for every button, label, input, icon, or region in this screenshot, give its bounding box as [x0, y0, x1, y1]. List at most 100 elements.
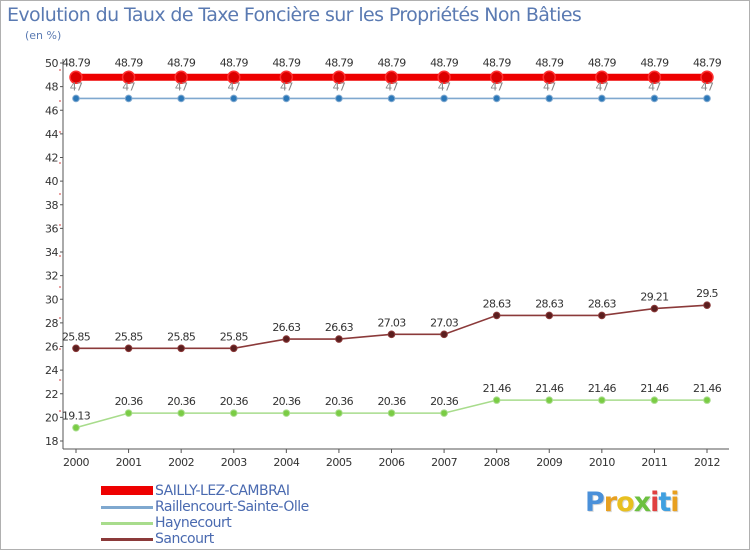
data-point	[229, 409, 238, 417]
data-label: 21.46	[693, 382, 722, 395]
x-tick-label: 2010	[589, 456, 615, 469]
data-label: 26.63	[325, 321, 354, 334]
legend-swatch-sancourt	[101, 538, 153, 541]
data-label: 29.21	[640, 291, 668, 304]
data-label: 25.85	[167, 330, 196, 343]
y-tick-label: 48	[45, 81, 58, 94]
data-point	[69, 70, 83, 85]
x-tick-label: 2000	[63, 456, 89, 469]
data-point	[227, 70, 241, 85]
x-tick-label: 2006	[379, 456, 405, 469]
data-point	[650, 304, 659, 313]
data-point	[279, 70, 294, 85]
data-point	[177, 409, 185, 417]
brand-logo: Proxiti	[585, 487, 680, 518]
data-label: 48.79	[378, 56, 407, 69]
data-point	[282, 335, 291, 343]
data-label: 47	[333, 80, 346, 93]
data-label: 48.79	[62, 56, 91, 69]
data-point	[440, 94, 448, 103]
data-label: 48.79	[693, 56, 722, 69]
y-tick-label: 34	[45, 246, 58, 259]
data-label: 47	[701, 80, 714, 93]
data-point	[229, 344, 238, 353]
y-tick-label: 38	[45, 199, 58, 212]
x-tick-label: 2003	[221, 456, 247, 469]
x-tick-label: 2001	[116, 456, 142, 469]
data-label: 28.63	[483, 297, 512, 310]
data-label: 47	[438, 80, 451, 93]
y-tick-label: 18	[45, 435, 58, 448]
data-point	[229, 94, 238, 103]
y-tick-label: 50	[45, 57, 58, 70]
data-label: 20.36	[167, 395, 196, 408]
data-point	[124, 409, 133, 417]
data-point	[72, 94, 80, 103]
y-tick-label: 30	[45, 293, 58, 306]
data-label: 48.79	[483, 56, 512, 69]
x-tick-label: 2011	[641, 456, 667, 469]
legend-swatch-raillencourt	[101, 506, 153, 509]
y-tick-label: 40	[45, 175, 58, 188]
data-label: 20.36	[378, 395, 407, 408]
data-label: 21.46	[535, 382, 564, 395]
brand-letter: x	[633, 487, 651, 518]
data-label: 47	[280, 80, 293, 93]
x-tick-label: 2005	[326, 456, 352, 469]
legend-swatch-sailly	[101, 486, 153, 495]
data-point	[387, 409, 396, 417]
data-label: 20.36	[430, 395, 459, 408]
legend-swatch-haynecourt	[101, 522, 153, 525]
x-tick-label: 2004	[273, 456, 299, 469]
data-label: 48.79	[535, 56, 564, 69]
data-point	[174, 70, 188, 85]
data-label: 25.85	[115, 330, 144, 343]
data-label: 48.79	[325, 56, 354, 69]
data-label: 47	[543, 80, 556, 93]
data-label: 25.85	[220, 330, 249, 343]
legend-label-haynecourt: Haynecourt	[155, 515, 232, 531]
data-label: 47	[122, 80, 135, 93]
y-tick-label: 26	[45, 341, 58, 354]
data-point	[440, 409, 448, 417]
data-point	[332, 70, 346, 85]
data-point	[700, 70, 714, 85]
data-point	[703, 396, 711, 404]
brand-letter: t	[658, 487, 671, 518]
data-label: 19.13	[62, 410, 91, 423]
data-label: 48.79	[588, 56, 617, 69]
data-label: 48.79	[272, 56, 301, 69]
data-label: 20.36	[272, 395, 301, 408]
x-tick-label: 2008	[484, 456, 510, 469]
x-tick-label: 2002	[168, 456, 194, 469]
chart-subtitle: (en %)	[25, 29, 62, 42]
data-point	[492, 94, 501, 103]
legend-label-raillencourt: Raillencourt-Sainte-Olle	[155, 499, 309, 515]
x-tick-label: 2009	[536, 456, 562, 469]
brand-letter: P	[585, 487, 605, 518]
data-label: 28.63	[535, 297, 564, 310]
data-label: 47	[175, 80, 188, 93]
data-label: 21.46	[640, 382, 669, 395]
data-label: 27.03	[378, 316, 407, 329]
data-label: 20.36	[220, 395, 249, 408]
data-label: 47	[596, 80, 609, 93]
data-point	[177, 94, 185, 103]
data-label: 47	[70, 80, 83, 93]
data-point	[387, 94, 396, 103]
data-point	[335, 335, 343, 343]
y-tick-label: 22	[45, 388, 58, 401]
data-point	[598, 311, 606, 320]
data-label: 28.63	[588, 297, 617, 310]
data-point	[72, 423, 80, 432]
data-point	[440, 330, 448, 339]
data-point	[647, 70, 662, 85]
data-label: 27.03	[430, 316, 459, 329]
data-point	[492, 311, 501, 320]
data-label: 48.79	[640, 56, 669, 69]
x-tick-label: 2012	[694, 456, 720, 469]
data-point	[282, 409, 291, 417]
data-point	[595, 70, 609, 85]
